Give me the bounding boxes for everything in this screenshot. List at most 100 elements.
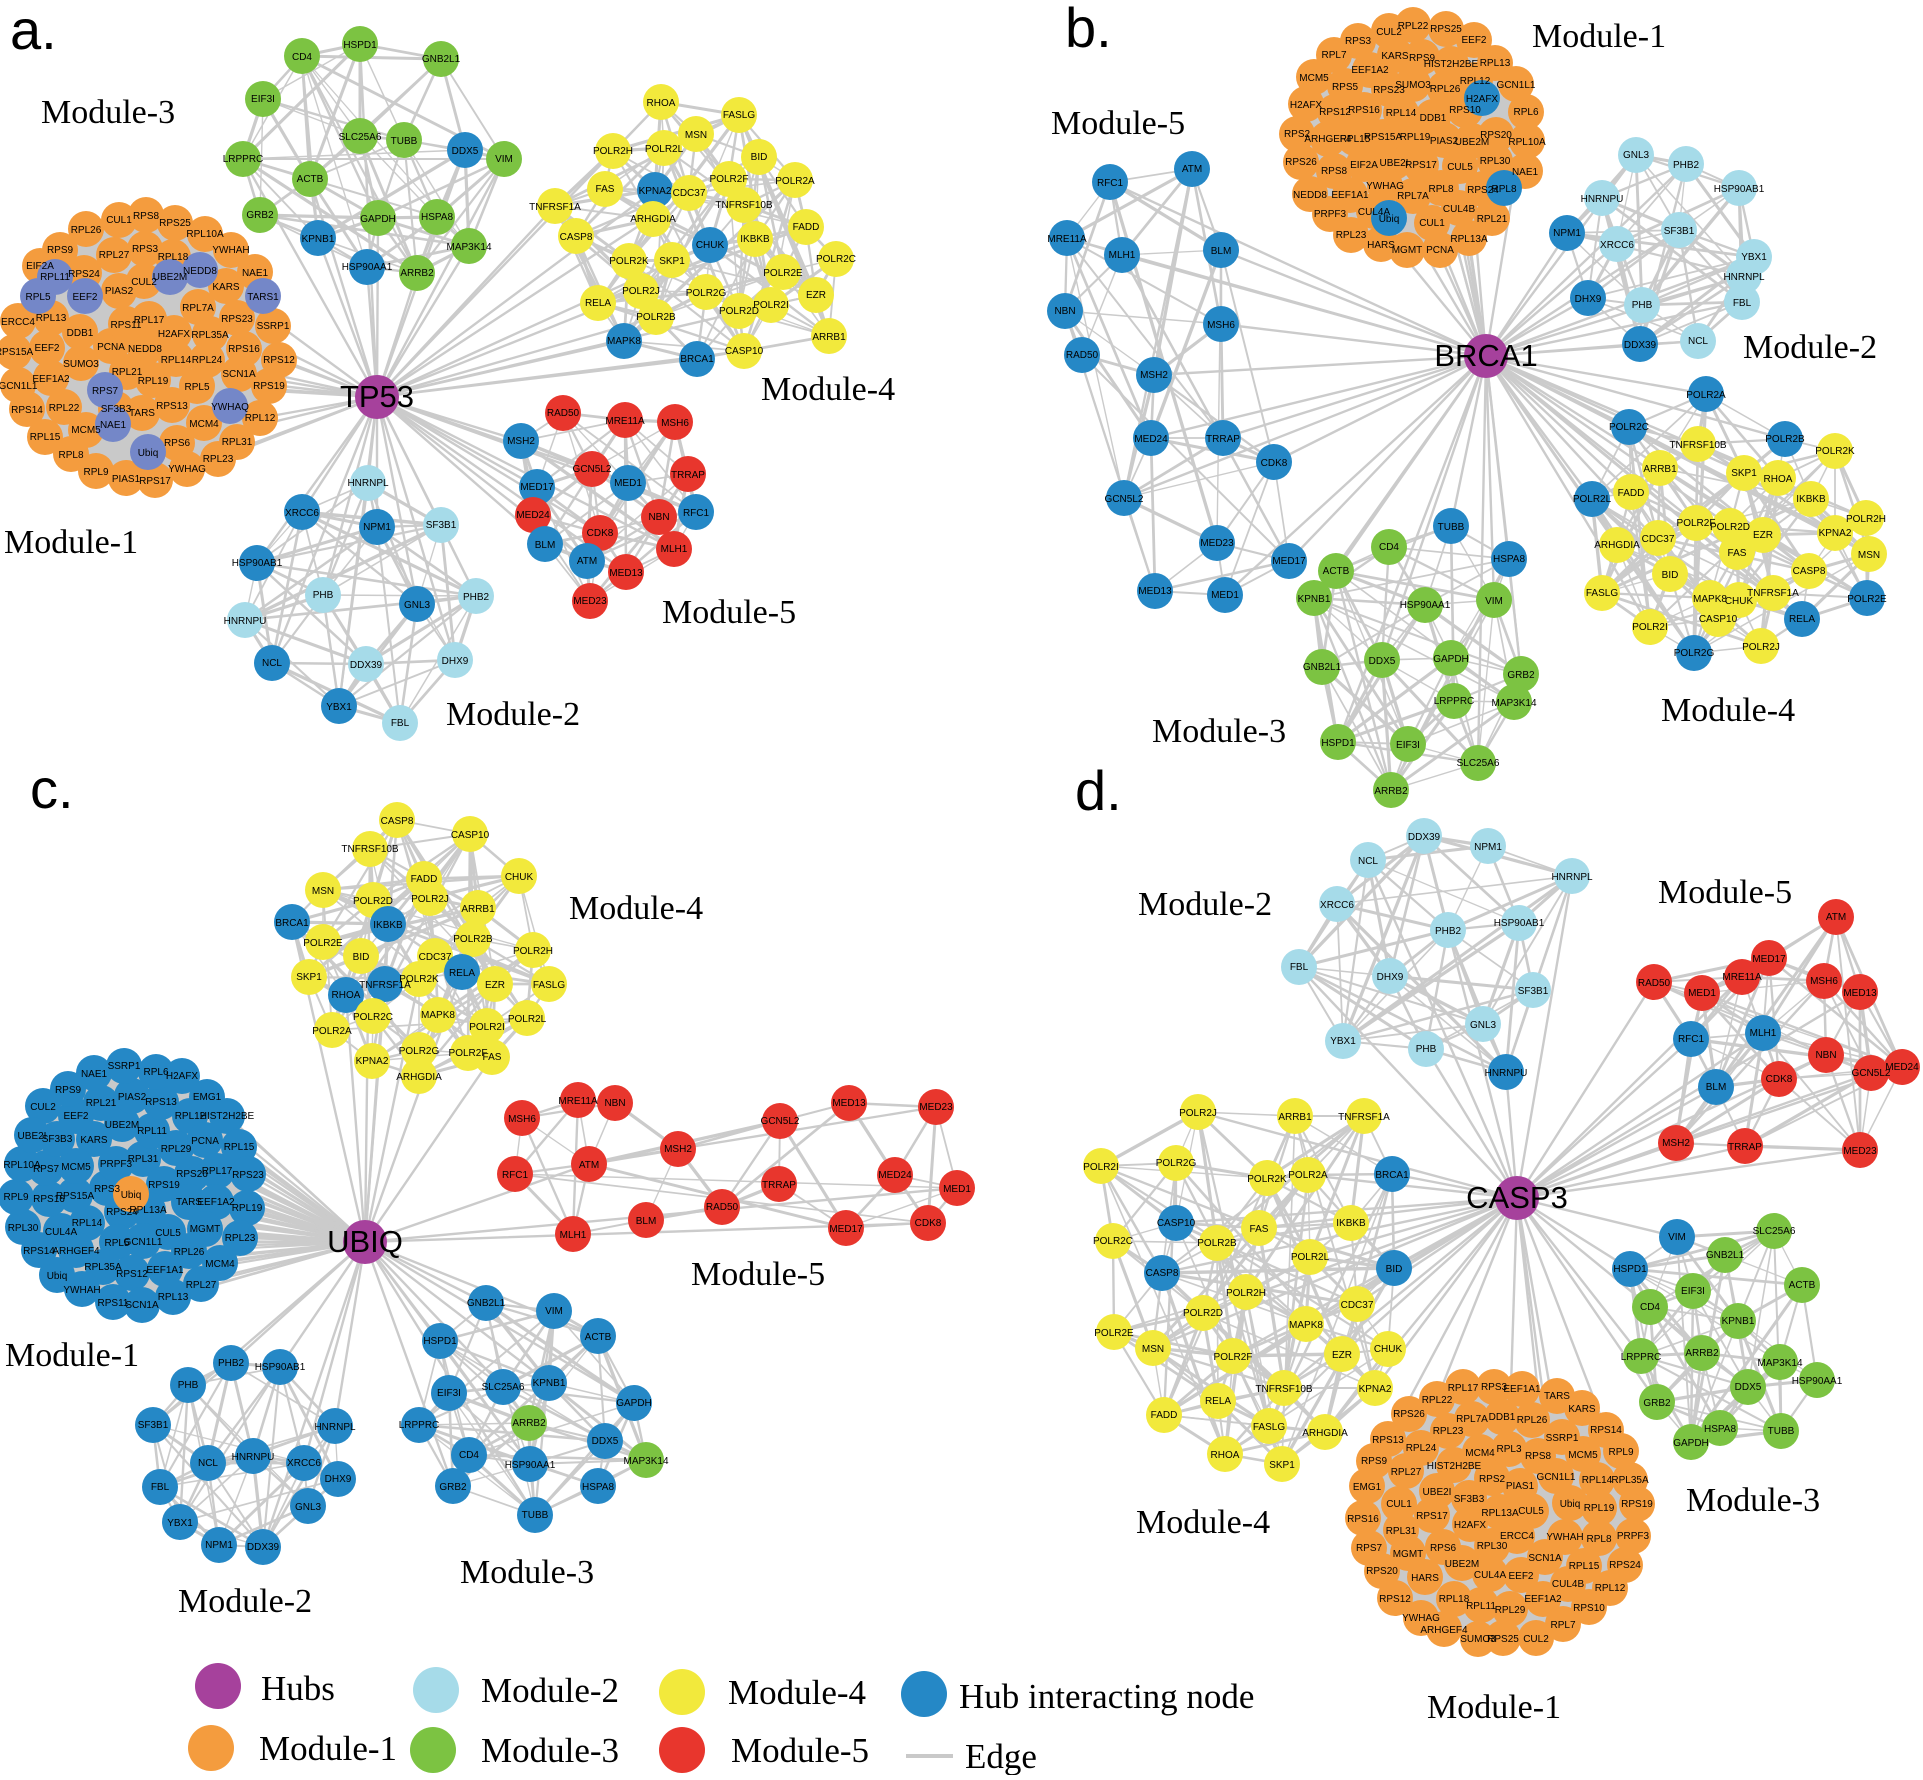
- svg-text:POLR2J: POLR2J: [411, 894, 449, 905]
- svg-text:ACTB: ACTB: [585, 1332, 612, 1343]
- svg-text:POLR2C: POLR2C: [353, 1012, 393, 1023]
- svg-text:TNFRSF10B: TNFRSF10B: [341, 844, 399, 855]
- svg-text:HSP90AA1: HSP90AA1: [505, 1460, 556, 1471]
- svg-text:Module-3: Module-3: [1686, 1482, 1820, 1519]
- svg-text:RPS3: RPS3: [1481, 1382, 1508, 1393]
- svg-text:MSH2: MSH2: [664, 1144, 692, 1155]
- svg-text:RPL12: RPL12: [1460, 76, 1491, 87]
- svg-text:CDK8: CDK8: [587, 528, 614, 539]
- svg-text:SF3B1: SF3B1: [1664, 226, 1695, 237]
- svg-text:KPNA2: KPNA2: [1359, 1384, 1392, 1395]
- svg-text:RPL29: RPL29: [161, 1144, 192, 1155]
- svg-text:RPL5: RPL5: [104, 1238, 129, 1249]
- svg-text:RELA: RELA: [585, 298, 611, 309]
- svg-text:GAPDH: GAPDH: [1673, 1438, 1709, 1449]
- svg-text:MSH2: MSH2: [507, 436, 535, 447]
- svg-text:IKBKB: IKBKB: [1336, 1218, 1366, 1229]
- svg-text:FADD: FADD: [1151, 1410, 1178, 1421]
- svg-text:PIAS1: PIAS1: [112, 474, 141, 485]
- svg-text:RPL26: RPL26: [174, 1247, 205, 1258]
- svg-text:XRCC6: XRCC6: [1320, 900, 1354, 911]
- svg-text:DDX5: DDX5: [1735, 1382, 1762, 1393]
- svg-text:RPS16: RPS16: [1347, 1514, 1379, 1525]
- svg-text:DDX5: DDX5: [592, 1436, 619, 1447]
- svg-text:PHB: PHB: [313, 590, 334, 601]
- svg-text:TRRAP: TRRAP: [671, 470, 705, 481]
- svg-text:RPS9: RPS9: [55, 1085, 82, 1096]
- svg-text:MLH1: MLH1: [661, 544, 688, 555]
- svg-text:MED1: MED1: [1688, 988, 1716, 999]
- svg-text:RPS3: RPS3: [94, 1184, 121, 1195]
- svg-text:MRE11A: MRE11A: [558, 1096, 598, 1107]
- svg-text:CUL1: CUL1: [106, 215, 132, 226]
- svg-text:UBE2M: UBE2M: [1445, 1559, 1479, 1570]
- svg-text:RPL7: RPL7: [1321, 50, 1346, 61]
- svg-text:RPL13A: RPL13A: [1481, 1508, 1519, 1519]
- svg-text:SCN1A: SCN1A: [222, 369, 256, 380]
- svg-text:BID: BID: [751, 152, 768, 163]
- svg-text:ARRB2: ARRB2: [400, 268, 434, 279]
- svg-text:CUL4A: CUL4A: [1474, 1570, 1507, 1581]
- svg-text:NPM1: NPM1: [1474, 842, 1502, 853]
- svg-text:RAD50: RAD50: [706, 1202, 739, 1213]
- svg-text:CD4: CD4: [1379, 542, 1399, 553]
- svg-text:RPL35A: RPL35A: [84, 1262, 122, 1273]
- svg-text:PHB2: PHB2: [218, 1358, 245, 1369]
- svg-text:MSH2: MSH2: [1662, 1138, 1690, 1149]
- svg-text:POLR2C: POLR2C: [1093, 1236, 1133, 1247]
- svg-text:EIF3I: EIF3I: [1681, 1286, 1705, 1297]
- svg-text:XRCC6: XRCC6: [287, 1458, 321, 1469]
- svg-text:RHOA: RHOA: [647, 98, 676, 109]
- svg-text:SUMO3: SUMO3: [1395, 80, 1431, 91]
- svg-text:KPNB1: KPNB1: [302, 234, 335, 245]
- svg-text:SF3B3: SF3B3: [42, 1134, 73, 1145]
- svg-text:HNRNPU: HNRNPU: [1581, 194, 1624, 205]
- svg-text:RPS7: RPS7: [1356, 1543, 1383, 1554]
- svg-text:ATM: ATM: [1182, 164, 1202, 175]
- svg-text:Module-5: Module-5: [662, 594, 796, 631]
- svg-text:HSPA8: HSPA8: [1493, 554, 1525, 565]
- svg-text:POLR2L: POLR2L: [508, 1014, 547, 1025]
- svg-text:RPS15A: RPS15A: [0, 347, 34, 358]
- svg-text:RPS12: RPS12: [1379, 1594, 1411, 1605]
- svg-text:RPL22: RPL22: [49, 403, 80, 414]
- svg-text:CDC37: CDC37: [1341, 1300, 1374, 1311]
- svg-text:CDK8: CDK8: [1766, 1074, 1793, 1085]
- svg-text:EEF1A1: EEF1A1: [1503, 1384, 1541, 1395]
- svg-text:CUL1: CUL1: [1386, 1499, 1412, 1510]
- svg-text:a.: a.: [10, 0, 57, 61]
- svg-text:SKP1: SKP1: [1269, 1460, 1295, 1471]
- svg-text:RPL30: RPL30: [1480, 156, 1511, 167]
- svg-text:PCNA: PCNA: [97, 342, 125, 353]
- svg-text:GNB2L1: GNB2L1: [467, 1298, 506, 1309]
- svg-text:EMG1: EMG1: [193, 1092, 222, 1103]
- svg-text:RAD50: RAD50: [547, 408, 580, 419]
- svg-text:FASLG: FASLG: [1586, 588, 1618, 599]
- svg-text:MLH1: MLH1: [1109, 250, 1136, 261]
- svg-text:NAE1: NAE1: [81, 1069, 108, 1080]
- svg-text:RPS6: RPS6: [1430, 1543, 1457, 1554]
- svg-text:H2AFX: H2AFX: [1454, 1520, 1487, 1531]
- svg-text:MAPK8: MAPK8: [607, 336, 641, 347]
- svg-text:RPS23: RPS23: [221, 314, 253, 325]
- svg-text:Module-1: Module-1: [1532, 18, 1666, 55]
- svg-text:DDX39: DDX39: [350, 660, 383, 671]
- svg-text:PRPF3: PRPF3: [1617, 1531, 1650, 1542]
- svg-text:DDB1: DDB1: [67, 328, 94, 339]
- svg-text:KPNB1: KPNB1: [1722, 1316, 1755, 1327]
- svg-text:POLR2B: POLR2B: [636, 312, 676, 323]
- svg-text:CDC37: CDC37: [419, 952, 452, 963]
- svg-text:RFC1: RFC1: [683, 508, 710, 519]
- svg-text:RPL26: RPL26: [1517, 1415, 1548, 1426]
- svg-text:BRCA1: BRCA1: [1434, 338, 1537, 373]
- svg-text:MCM5: MCM5: [1568, 1450, 1598, 1461]
- svg-text:NBN: NBN: [1054, 306, 1075, 317]
- svg-text:RPL11: RPL11: [137, 1126, 167, 1137]
- svg-text:RPS8: RPS8: [133, 211, 160, 222]
- svg-text:SLC25A6: SLC25A6: [482, 1382, 525, 1393]
- svg-text:RPS11: RPS11: [111, 320, 142, 331]
- svg-text:CUL5: CUL5: [1518, 1506, 1544, 1517]
- svg-text:GNL3: GNL3: [1623, 150, 1650, 161]
- svg-text:POLR2A: POLR2A: [1288, 1170, 1328, 1181]
- svg-text:POLR2F: POLR2F: [710, 174, 749, 185]
